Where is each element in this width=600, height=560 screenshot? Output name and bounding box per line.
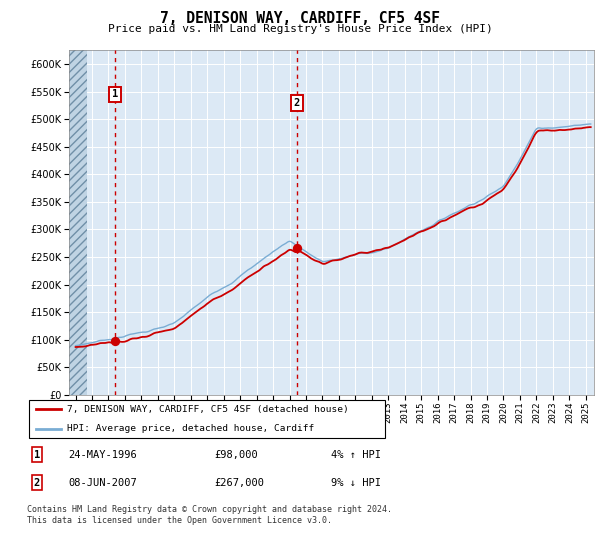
Text: 1: 1 — [34, 450, 40, 460]
Text: 7, DENISON WAY, CARDIFF, CF5 4SF: 7, DENISON WAY, CARDIFF, CF5 4SF — [160, 11, 440, 26]
Text: 9% ↓ HPI: 9% ↓ HPI — [331, 478, 380, 488]
Text: 7, DENISON WAY, CARDIFF, CF5 4SF (detached house): 7, DENISON WAY, CARDIFF, CF5 4SF (detach… — [67, 405, 349, 414]
Text: 08-JUN-2007: 08-JUN-2007 — [68, 478, 137, 488]
Text: HPI: Average price, detached house, Cardiff: HPI: Average price, detached house, Card… — [67, 424, 314, 433]
Point — [292, 243, 302, 252]
Text: Contains HM Land Registry data © Crown copyright and database right 2024.
This d: Contains HM Land Registry data © Crown c… — [27, 505, 392, 525]
Text: £98,000: £98,000 — [215, 450, 259, 460]
Bar — [69, 50, 87, 395]
Text: 2: 2 — [293, 98, 300, 108]
Point — [110, 337, 119, 346]
Text: 24-MAY-1996: 24-MAY-1996 — [68, 450, 137, 460]
FancyBboxPatch shape — [29, 400, 385, 438]
Bar — [69, 50, 87, 395]
Text: Price paid vs. HM Land Registry's House Price Index (HPI): Price paid vs. HM Land Registry's House … — [107, 24, 493, 34]
Text: 4% ↑ HPI: 4% ↑ HPI — [331, 450, 380, 460]
Text: 2: 2 — [34, 478, 40, 488]
Text: £267,000: £267,000 — [215, 478, 265, 488]
Text: 1: 1 — [112, 90, 118, 100]
